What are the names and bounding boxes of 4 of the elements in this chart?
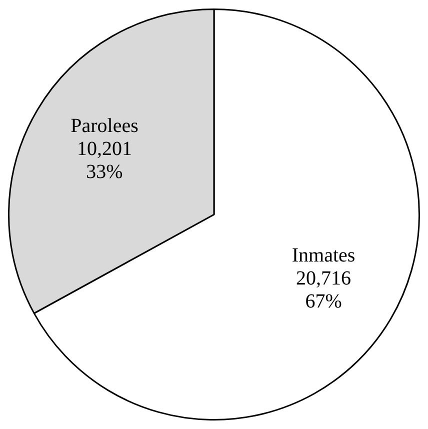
slice-label: Inmates: [292, 244, 356, 267]
data-label: 20,716 67%: [296, 268, 352, 313]
data-label: 10,201 33%: [76, 138, 132, 183]
slice-label: Parolees: [70, 114, 139, 137]
